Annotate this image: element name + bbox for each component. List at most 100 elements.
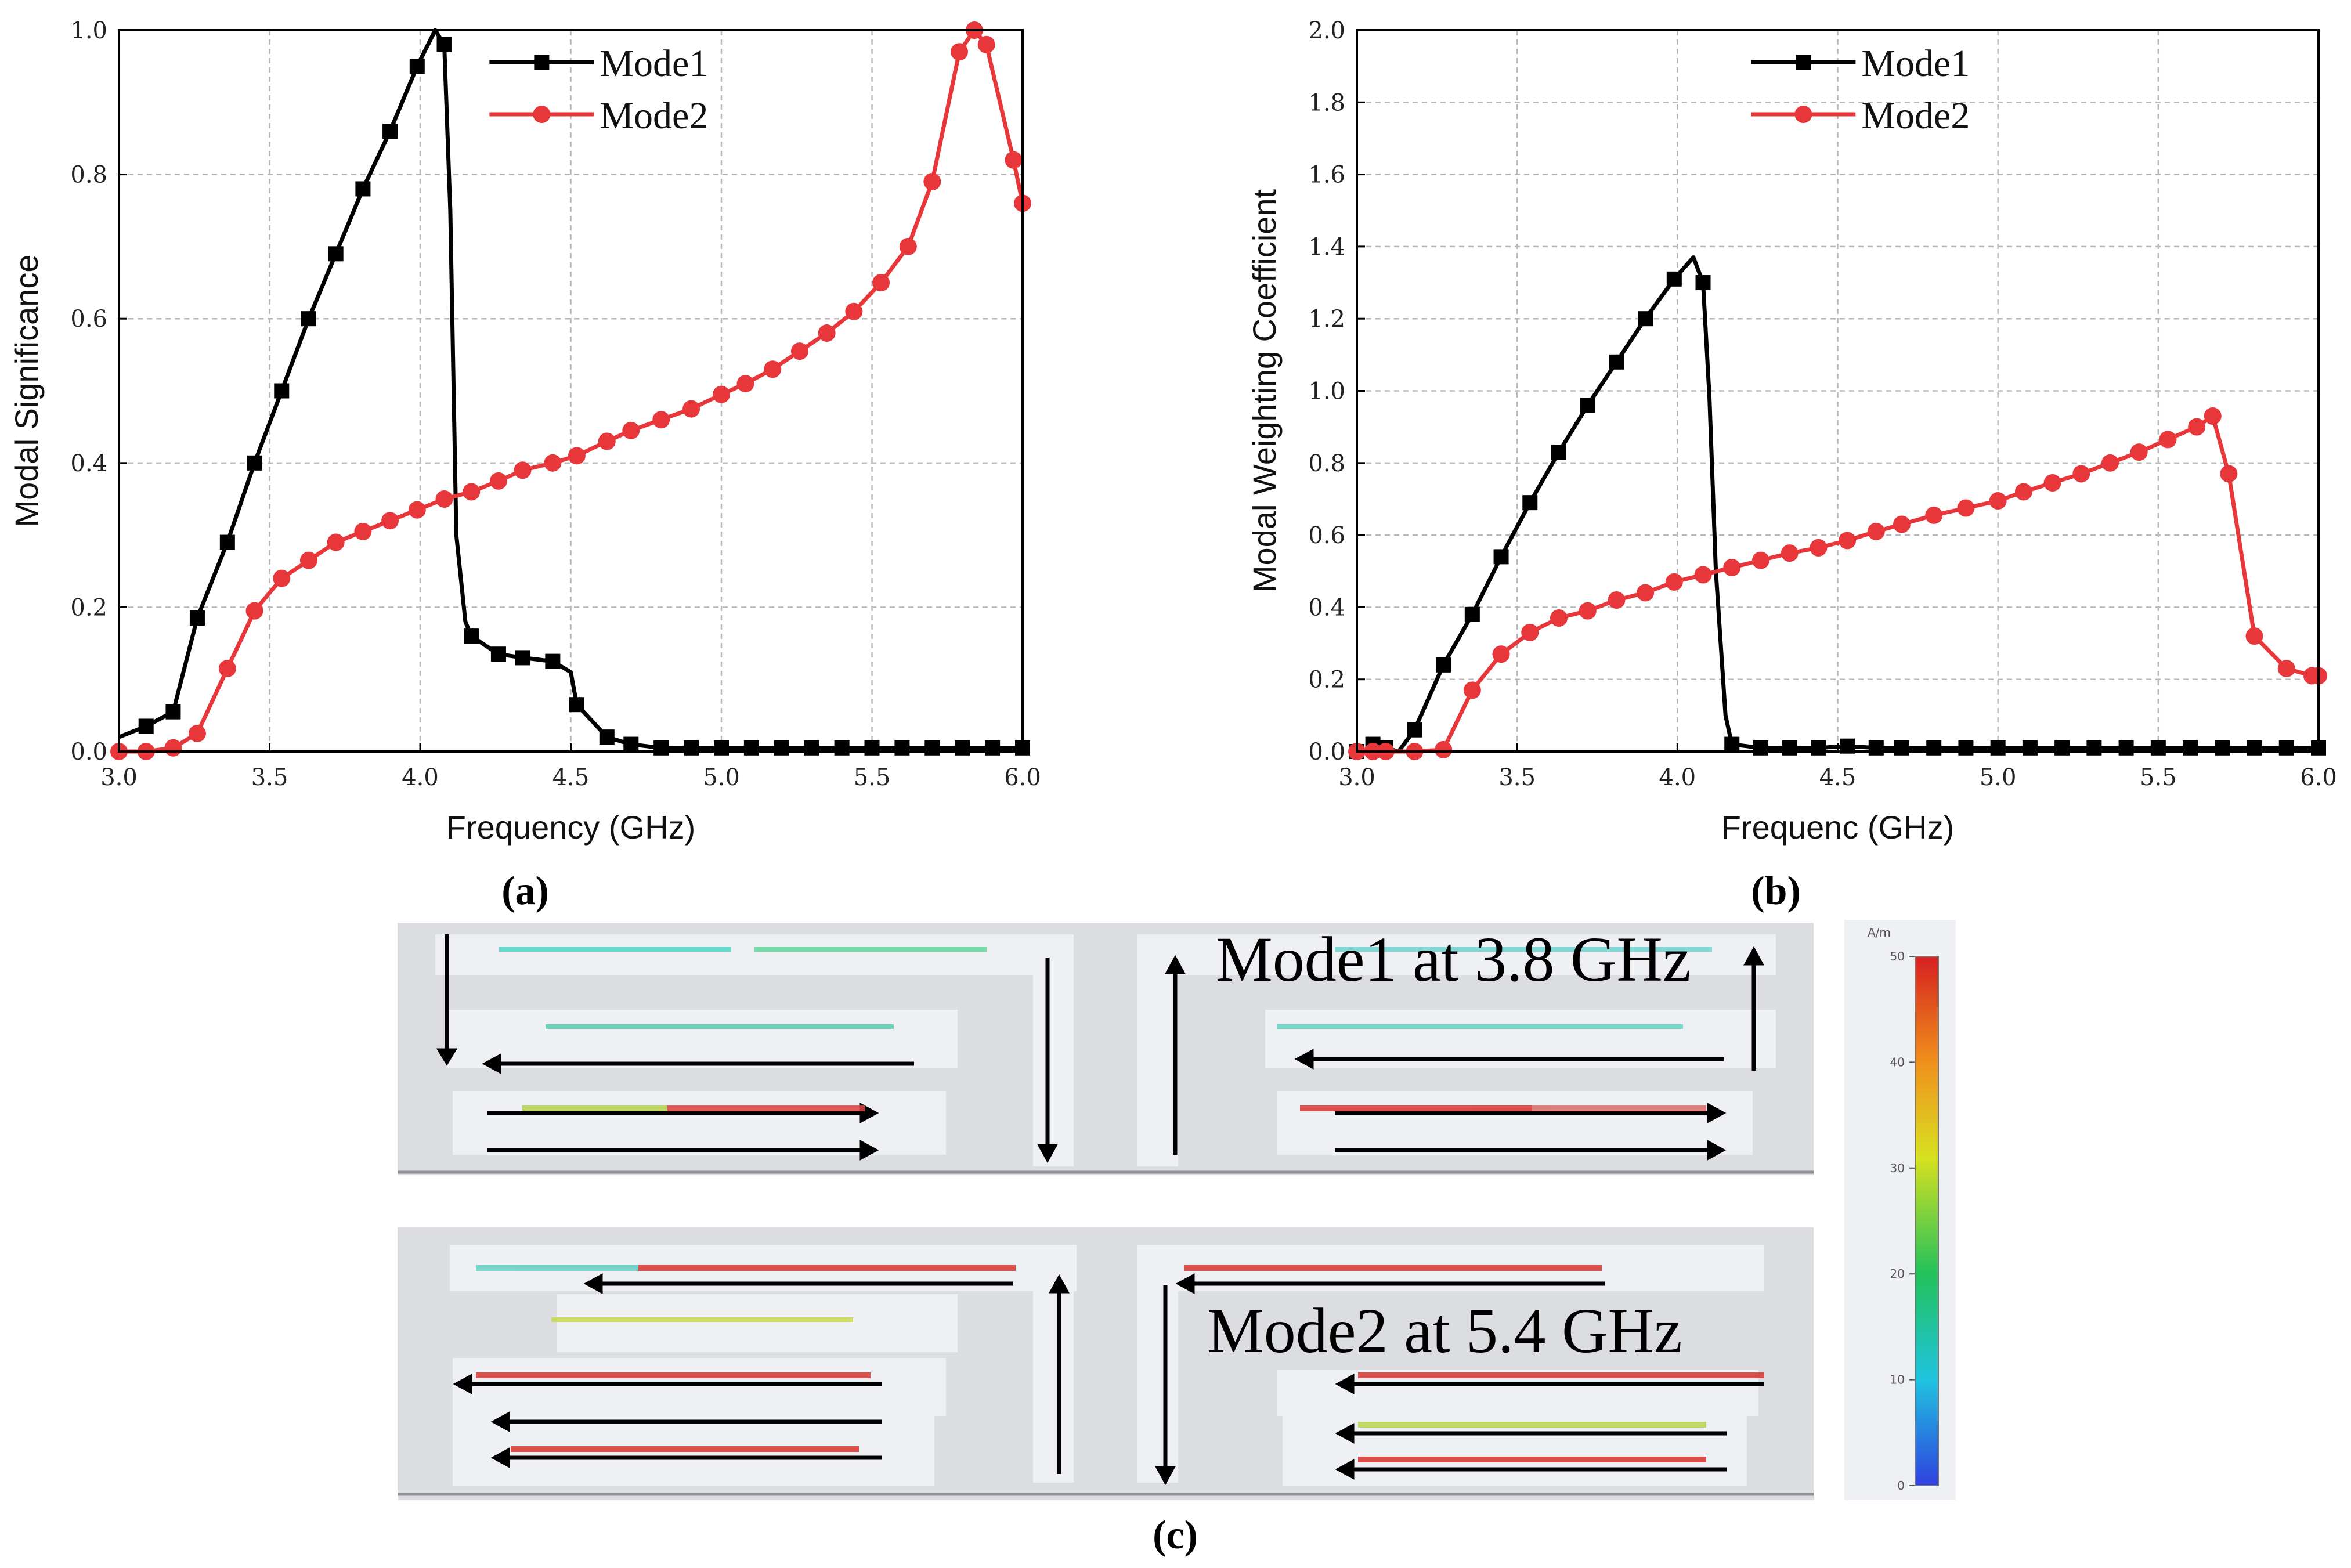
chart-a-series-mode1-point <box>804 740 819 756</box>
chart-a-series-mode1-point <box>274 383 290 399</box>
chart-b-series-mode1-point <box>1493 549 1509 565</box>
chart-b-series-mode2-point <box>2245 627 2263 645</box>
chart-a-series-mode1-point <box>328 246 344 262</box>
chart-modal-significance: 3.0 3.5 4.0 4.5 5.0 5.5 6.00.00.20.40.60.81.0 … <box>8 17 1041 846</box>
chart-a-series-mode2-point <box>818 324 836 342</box>
colorbar-tick-label: 0 <box>1897 1479 1905 1493</box>
chart-a-series-mode2-point <box>736 375 754 393</box>
chart-a-series-mode2-point <box>568 447 586 465</box>
chart-b-y-tick-label: 0.4 <box>1308 594 1345 621</box>
chart-a-series-mode2-point <box>245 602 263 620</box>
chart-b-y-tick-label: 0.8 <box>1308 450 1345 477</box>
chart-a-series-mode2-point <box>977 35 995 53</box>
chart-b-series-mode2-point <box>1957 499 1975 517</box>
chart-a-series-mode1-point <box>355 181 371 197</box>
chart-a-x-axis-label: Frequency (GHz) <box>446 809 695 846</box>
chart-b-series-mode1-line <box>1357 255 2319 754</box>
chart-b-series-mode1-point <box>1551 445 1566 460</box>
chart-a-series-mode2-point <box>1005 151 1023 169</box>
chart-b-y-tick-label: 1.0 <box>1308 378 1345 405</box>
chart-b-series-mode1-point <box>1638 311 1653 327</box>
chart-b-series-mode2-point <box>1579 602 1597 620</box>
chart-a-series-mode1-point <box>774 740 789 756</box>
chart-b-series-mode2-point <box>1521 623 1539 641</box>
chart-b-series-mode1-point <box>2118 740 2134 756</box>
chart-b-series-mode2-point <box>1550 609 1568 627</box>
chart-a-legend-mode1-marker <box>534 55 550 70</box>
chart-a-series-mode2-point <box>514 461 532 479</box>
chart-a-series-mode2-point <box>652 411 670 429</box>
chart-b-series-mode1-point <box>1695 275 1711 291</box>
chart-a-x-tick-label: 4.0 <box>402 764 439 791</box>
chart-a-x-tick-label: 3.0 <box>100 764 138 791</box>
chart-b-series-mode2-point <box>2130 443 2148 461</box>
mode2-map-label: Mode2 at 5.4 GHz <box>1207 1295 1682 1366</box>
surface-current-vectors <box>476 1265 1764 1462</box>
chart-b-y-tick-label: 1.6 <box>1308 162 1345 189</box>
chart-b-legend-mode2-label: Mode2 <box>1861 95 1970 137</box>
chart-a-series-mode1-line <box>118 28 1023 750</box>
chart-b-x-tick-label: 4.0 <box>1659 764 1696 791</box>
chart-b-series-mode2-point <box>1810 539 1828 557</box>
chart-a-series-mode2-point <box>327 533 345 551</box>
chart-b-x-tick-label: 4.5 <box>1819 764 1857 791</box>
chart-b-series-mode2-point <box>1893 515 1911 533</box>
chart-b-x-tick-label: 6.0 <box>2300 764 2337 791</box>
chart-b-series-mode2-point <box>1637 584 1655 602</box>
chart-a-series-mode2-point <box>764 360 782 378</box>
chart-a-y-axis-label: Modal Significance <box>8 254 45 527</box>
chart-a-series-mode1-point <box>569 697 584 713</box>
chart-a-series-mode2-point <box>790 342 808 360</box>
chart-a-ticks: 3.0 3.5 4.0 4.5 5.0 5.5 6.0 0.0 0.2 0.4 0.6 0.8 1.0 <box>70 17 1041 791</box>
chart-b-series-mode2-point <box>1492 645 1510 663</box>
chart-b-series-mode1-point <box>1782 740 1797 756</box>
chart-a-series-mode2-point <box>435 490 453 508</box>
chart-modal-weighting-coefficient: 3.0 3.5 4.0 4.5 5.0 5.5 6.0 0.0 0.2 0.4 0.6 0.8 1.0 1… <box>1246 17 2337 846</box>
chart-a-grid <box>119 30 1023 752</box>
chart-b-series-mode1-point <box>1666 271 1682 287</box>
chart-a-legend-mode2-marker <box>533 106 551 123</box>
chart-b-legend: Mode1 Mode2 <box>1751 42 1970 137</box>
chart-a-series-mode2-point <box>951 43 969 61</box>
chart-b-series-mode2-point <box>2043 474 2061 492</box>
chart-b-series-mode1-point <box>1958 740 1974 756</box>
chart-a-x-tick-label: 4.5 <box>552 764 590 791</box>
chart-b-series-mode2-point <box>1608 591 1626 609</box>
chart-a-series-mode1-point <box>301 311 316 327</box>
chart-b-series-mode1-point <box>2183 740 2198 756</box>
chart-b-series-mode1-point <box>1868 740 1884 756</box>
chart-b-x-axis-label: Frequenc (GHz) <box>1721 809 1954 846</box>
chart-a-x-tick-label: 5.0 <box>703 764 740 791</box>
current-map-mode2: Mode2 at 5.4 GHz <box>398 1227 1814 1500</box>
chart-b-series-mode1-point <box>2086 740 2102 756</box>
chart-a-series-mode2-point <box>899 237 917 255</box>
chart-a-series-mode1-point <box>894 740 910 756</box>
chart-a-x-tick-label: 5.5 <box>854 764 891 791</box>
chart-a-series <box>110 21 1031 760</box>
chart-b-x-tick-label: 5.0 <box>1980 764 2017 791</box>
chart-b-x-tick-label: 5.5 <box>2140 764 2177 791</box>
chart-b-legend-mode2-marker <box>1794 106 1812 123</box>
chart-b-series-mode2-point <box>2014 483 2032 501</box>
chart-b-series-mode2-point <box>2072 465 2090 483</box>
chart-a-series-mode2-point <box>354 522 372 540</box>
chart-a-series-mode2-point <box>381 512 399 530</box>
chart-a-y-tick-label: 0.0 <box>70 739 107 765</box>
chart-b-series-mode2-point <box>1839 532 1857 550</box>
chart-b-ticks: 3.0 3.5 4.0 4.5 5.0 5.5 6.0 0.0 0.2 0.4 0.6 0.8 1.0 1… <box>1308 17 2336 791</box>
chart-b-x-tick-label: 3.0 <box>1338 764 1375 791</box>
chart-b-x-tick-label: 3.5 <box>1498 764 1536 791</box>
chart-b-series-mode2-point <box>1694 566 1712 584</box>
chart-b-series-mode1-point <box>2215 740 2230 756</box>
chart-a-series-mode1-point <box>189 610 205 626</box>
panel-label-b: (b) <box>1751 869 1801 913</box>
colorbar-tick-label: 10 <box>1890 1373 1905 1387</box>
chart-a-series-mode2-point <box>489 472 507 490</box>
chart-b-series-mode2-point <box>2277 660 2295 678</box>
chart-b-series-mode2-point <box>1925 506 1943 524</box>
chart-a-series-mode2-point <box>872 274 890 292</box>
surface-current-vectors <box>499 947 1712 1111</box>
chart-b-series-mode1-point <box>1724 736 1740 752</box>
chart-a-series-mode1-point <box>138 718 154 734</box>
